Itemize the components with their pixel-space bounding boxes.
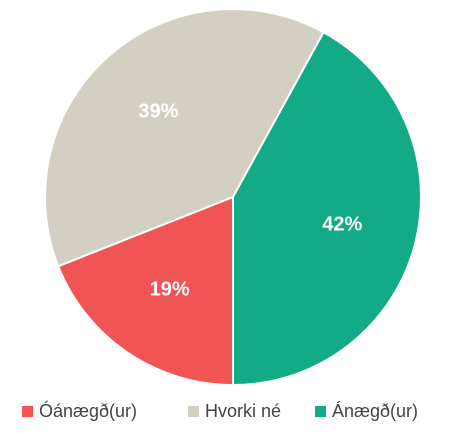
legend-label: Óánægð(ur) <box>39 400 137 421</box>
legend-swatch <box>188 406 199 417</box>
pie-slice <box>232 30 422 387</box>
data-label: 39% <box>138 101 178 123</box>
pie-slice <box>56 195 234 387</box>
legend-label: Ánægð(ur) <box>332 401 418 421</box>
data-label: 42% <box>322 213 362 235</box>
legend-label: Hvorki né <box>205 401 281 421</box>
legend-swatch <box>315 406 326 417</box>
legend-swatch <box>22 406 33 417</box>
pie-slice <box>44 8 325 268</box>
data-label: 19% <box>150 279 190 301</box>
